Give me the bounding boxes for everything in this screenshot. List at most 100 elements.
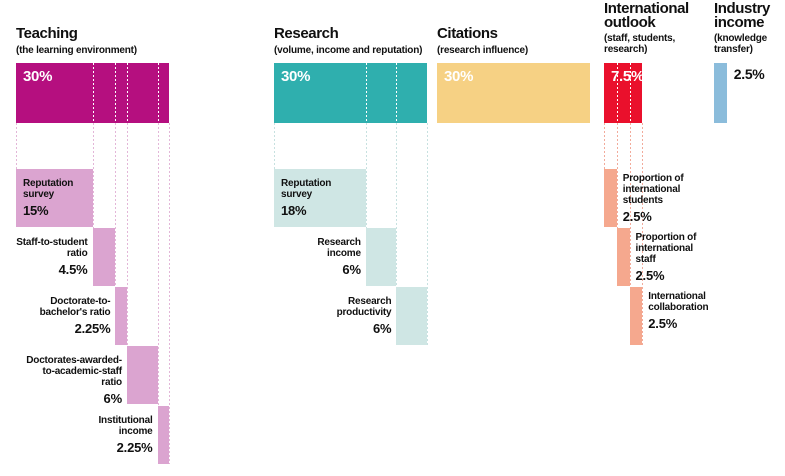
segment-label-line: Reputation: [23, 177, 74, 189]
group-subtitle-citations: (research influence): [437, 44, 529, 57]
segment-divider: [396, 63, 398, 123]
group-subtitle-industry-income: (knowledge transfer): [714, 33, 770, 55]
block-teaching-sub-3: [126, 346, 158, 405]
guide-line: [396, 123, 398, 288]
segment-divider: [92, 63, 94, 123]
segment-weight: 2.5%: [622, 208, 652, 224]
group-subtitle-line: research): [604, 43, 648, 55]
segment-label-line: income: [118, 425, 153, 437]
header-industry-income: Industry income (knowledge transfer): [714, 0, 770, 55]
group-subtitle-international-outlook: (staff, students, research): [604, 33, 689, 55]
weight-label-international-outlook: 7.5%: [611, 68, 644, 85]
segment-weight: 2.5%: [648, 316, 678, 332]
segment-divider: [115, 63, 117, 123]
segment-label-teaching-3: Doctorates-awarded-to-academic-staff rati…: [26, 355, 122, 406]
segment-label-line: ratio: [101, 377, 122, 389]
segment-divider: [126, 63, 128, 123]
guide-line: [604, 123, 605, 169]
group-title-international-outlook: International: [604, 0, 689, 17]
segment-label-research-2: Research productivity 6%: [337, 296, 392, 336]
segment-weight: 2.25%: [116, 439, 153, 455]
weight-label-teaching: 30%: [23, 68, 53, 85]
segment-weight: 2.5%: [635, 267, 665, 283]
guide-line: [616, 123, 618, 228]
group-subtitle-line: (research influence): [437, 44, 529, 56]
segment-label-teaching-2: Doctorate-to-bachelor's ratio 2.25%: [40, 296, 111, 336]
header-citations: Citations (research influence): [437, 25, 529, 57]
guide-line: [115, 123, 117, 288]
block-international-outlook-sub-2: [629, 287, 643, 346]
segment-label-line: ratio: [66, 247, 88, 259]
segment-label-line: Proportion of: [635, 231, 697, 243]
block-teaching-sub-1: [92, 227, 116, 286]
group-title-industry-income: income: [714, 13, 765, 31]
group-subtitle-line: (knowledge: [714, 33, 768, 44]
segment-label-line: collaboration: [648, 302, 709, 314]
segment-label-line: survey: [23, 188, 55, 200]
segment-label-line: international: [622, 183, 681, 195]
segment-label-line: Research: [347, 296, 392, 308]
group-subtitle-research: (volume, income and reputation): [274, 44, 423, 57]
group-title-citations: Citations: [437, 25, 498, 42]
block-research-sub-1: [365, 227, 397, 286]
segment-label-line: International: [648, 291, 706, 303]
block-citations: 30%: [437, 63, 590, 123]
segment-label-teaching-4: Institutional income 2.25%: [98, 415, 152, 455]
guide-line: [427, 123, 428, 346]
segment-label-line: bachelor's ratio: [39, 307, 111, 319]
segment-label-line: Reputation: [281, 177, 332, 189]
group-subtitle-line: (staff, students,: [604, 33, 676, 44]
segment-divider: [629, 63, 631, 123]
block-teaching-sub-0: [16, 168, 93, 227]
block-industry-income: [714, 63, 727, 123]
guide-line: [16, 123, 17, 169]
segment-label-international-outlook-0: Proportion of international students 2.5%: [623, 173, 684, 224]
group-title-teaching: Teaching: [16, 25, 78, 42]
guide-line: [642, 123, 644, 346]
weight-label-industry-income: 2.5%: [733, 66, 765, 82]
segment-weight: 6%: [373, 321, 392, 337]
segment-weight: 4.5%: [58, 261, 88, 277]
block-teaching-sub-4: [157, 405, 169, 464]
segment-label-line: Proportion of: [622, 172, 684, 184]
segment-label-line: income: [327, 247, 361, 259]
group-subtitle-teaching: (the learning environment): [16, 44, 137, 57]
group-title-industry-income: Industry: [714, 0, 770, 17]
group-subtitle-line: (volume, income and reputation): [274, 44, 423, 56]
guide-line: [169, 123, 170, 464]
header-teaching: Teaching (the learning environment): [16, 25, 137, 57]
segment-label-line: Institutional: [98, 414, 153, 426]
segment-label-teaching-1: Staff-to-student ratio 4.5%: [16, 237, 87, 277]
block-international-outlook: 7.5%: [604, 63, 644, 123]
weight-label-citations: 30%: [444, 68, 474, 85]
segment-label-line: Doctorate-to-: [50, 296, 111, 308]
segment-label-international-outlook-2: International collaboration 2.5%: [648, 291, 708, 331]
segment-label-international-outlook-1: Proportion of international staff 2.5%: [636, 232, 697, 283]
group-subtitle-line: transfer): [714, 43, 753, 55]
guide-line: [365, 123, 367, 228]
segment-weight: 6%: [342, 261, 361, 277]
segment-label-research-1: Research income 6%: [317, 237, 361, 277]
segment-label-teaching-0: Reputation survey 15%: [23, 178, 73, 218]
block-research-sub-0: [274, 168, 366, 227]
segment-divider: [616, 63, 618, 123]
segment-label-line: survey: [281, 188, 313, 200]
segment-label-line: Staff-to-student: [16, 236, 88, 248]
weight-label-research: 30%: [281, 68, 311, 85]
block-teaching-sub-2: [115, 287, 127, 346]
segment-label-line: staff: [635, 253, 656, 265]
guide-line: [274, 123, 275, 169]
segment-divider: [365, 63, 367, 123]
block-research-sub-2: [396, 287, 427, 346]
segment-label-line: to-academic-staff: [42, 366, 123, 378]
segment-weight: 18%: [281, 202, 307, 218]
segment-label-line: Doctorates-awarded-: [26, 355, 122, 367]
header-research: Research (volume, income and reputation): [274, 26, 423, 57]
segment-label-line: productivity: [336, 307, 392, 319]
group-subtitle-line: (the learning environment): [16, 44, 137, 56]
guide-line: [629, 123, 631, 288]
block-international-outlook-sub-1: [616, 227, 630, 286]
segment-weight: 15%: [23, 202, 49, 218]
segment-weight: 2.25%: [74, 321, 111, 337]
